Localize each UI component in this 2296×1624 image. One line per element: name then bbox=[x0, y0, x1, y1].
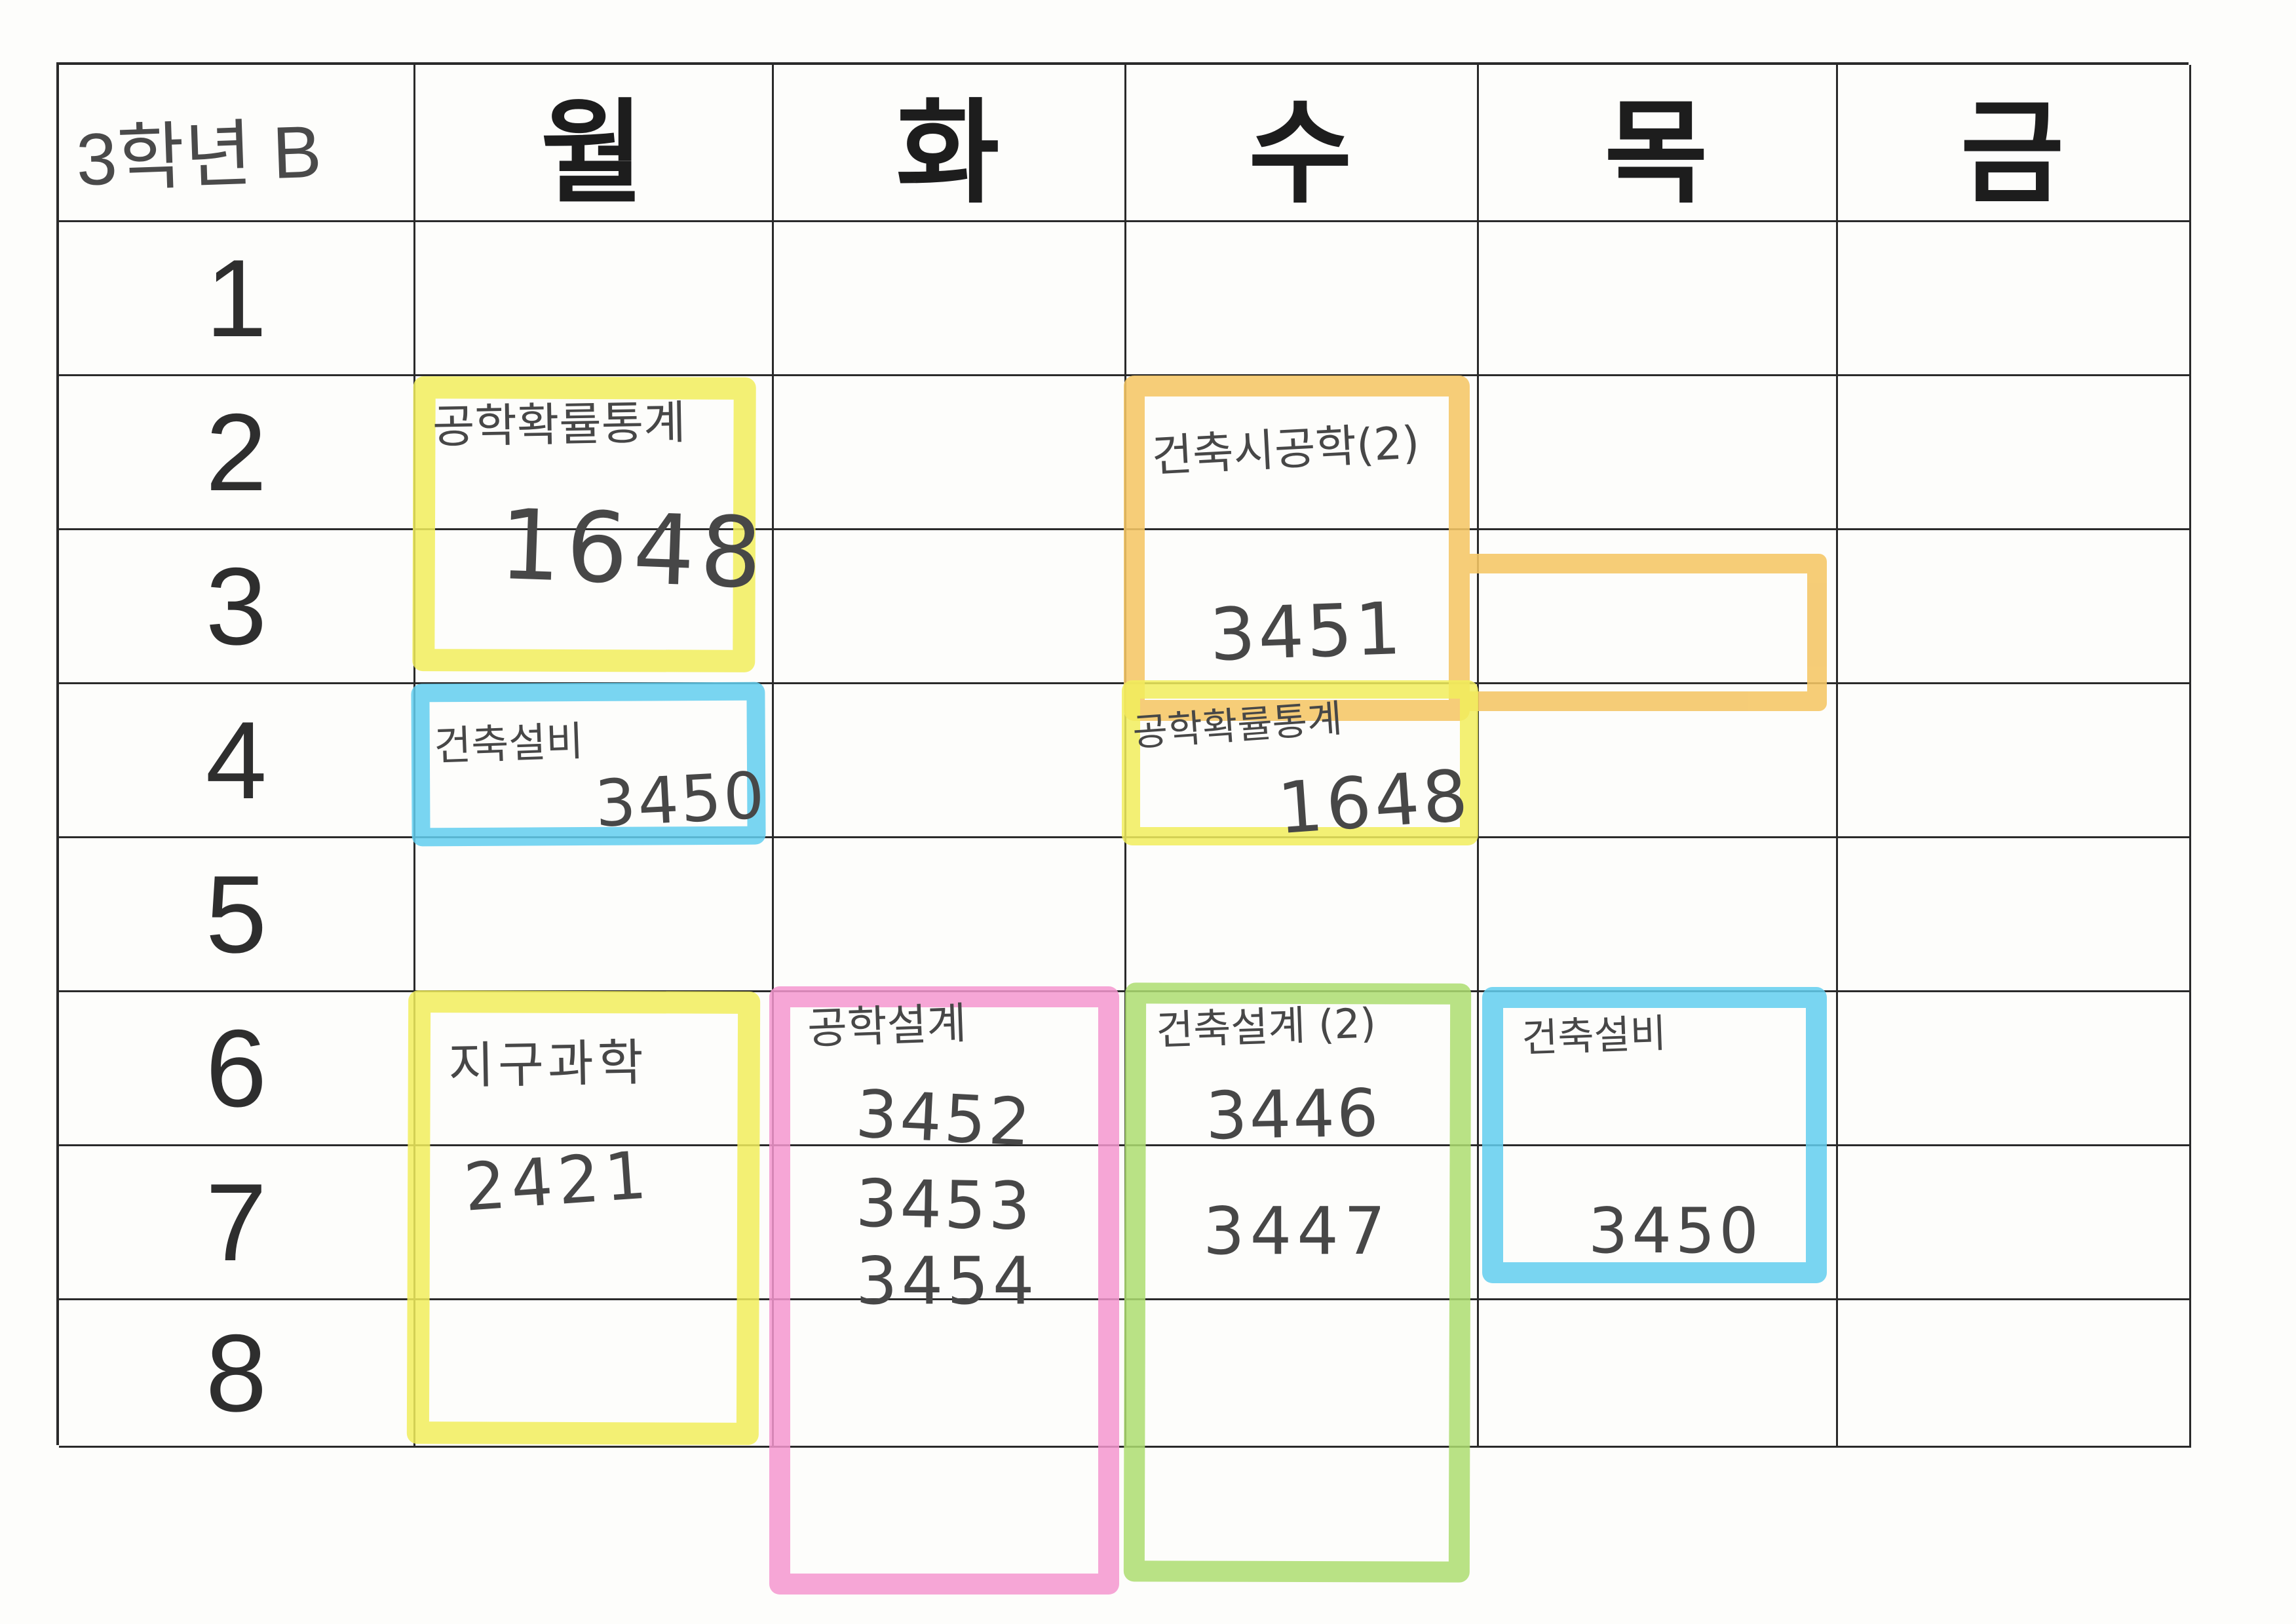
cell-tue-6 bbox=[774, 992, 1126, 1146]
period-label-3: 3 bbox=[59, 530, 415, 684]
room-number: 3450 bbox=[1588, 1195, 1763, 1267]
highlight-box-wed-p6-8 bbox=[1123, 982, 1472, 1583]
empty-cell bbox=[1838, 838, 2191, 992]
cell-wed-8 bbox=[1126, 1300, 1479, 1448]
cell-tue-8 bbox=[774, 1300, 1126, 1448]
empty-cell bbox=[1838, 1300, 2191, 1448]
highlight-box-wed-p2-3 bbox=[1124, 376, 1470, 721]
room-number: 3452 bbox=[854, 1075, 1035, 1161]
empty-cell bbox=[1479, 684, 1838, 838]
cell-thu-7 bbox=[1479, 1146, 1838, 1300]
period-label-2: 2 bbox=[59, 376, 415, 530]
cell-thu-6 bbox=[1479, 992, 1838, 1146]
empty-cell bbox=[774, 376, 1126, 530]
empty-cell bbox=[415, 222, 774, 376]
empty-cell bbox=[774, 684, 1126, 838]
cell-wed-6 bbox=[1126, 992, 1479, 1146]
highlight-box-thu-p6-7 bbox=[1482, 987, 1827, 1283]
highlight-box-wed-p3-arm-thu bbox=[1470, 554, 1827, 711]
period-label-6: 6 bbox=[59, 992, 415, 1146]
room-number: 3451 bbox=[1208, 586, 1406, 678]
empty-cell bbox=[1838, 1146, 2191, 1300]
subject-label: 건축설비 bbox=[432, 717, 584, 770]
subject-label: 공학확률통계 bbox=[432, 395, 687, 454]
period-label-8: 8 bbox=[59, 1300, 415, 1448]
period-label-7: 7 bbox=[59, 1146, 415, 1300]
empty-cell bbox=[1838, 376, 2191, 530]
empty-cell bbox=[1838, 222, 2191, 376]
cell-thu-3 bbox=[1479, 530, 1838, 684]
empty-cell bbox=[774, 838, 1126, 992]
empty-cell bbox=[774, 530, 1126, 684]
highlight-box-tue-p6-8 bbox=[769, 986, 1119, 1595]
cell-mon-4 bbox=[415, 684, 774, 838]
day-header-mon: 월 bbox=[415, 65, 774, 222]
room-number: 3450 bbox=[593, 758, 769, 842]
empty-cell bbox=[774, 222, 1126, 376]
highlight-box-wed-p4 bbox=[1122, 680, 1478, 845]
period-label-5: 5 bbox=[59, 838, 415, 992]
day-header-wed: 수 bbox=[1126, 65, 1479, 222]
empty-cell bbox=[1126, 222, 1479, 376]
empty-cell bbox=[1479, 838, 1838, 992]
empty-cell bbox=[1479, 222, 1838, 376]
cell-wed-7 bbox=[1126, 1146, 1479, 1300]
day-header-fri: 금 bbox=[1838, 65, 2191, 222]
period-label-1: 1 bbox=[59, 222, 415, 376]
room-number: 3446 bbox=[1204, 1074, 1381, 1155]
subject-label: 공학설계 bbox=[806, 997, 968, 1054]
cell-mon-2 bbox=[415, 376, 774, 530]
empty-cell bbox=[1479, 376, 1838, 530]
room-number: 1648 bbox=[1274, 754, 1474, 851]
empty-cell bbox=[1838, 684, 2191, 838]
class-label: 3학년 B bbox=[75, 110, 323, 201]
room-number: 1648 bbox=[497, 488, 769, 611]
empty-cell bbox=[1838, 992, 2191, 1146]
cell-wed-2 bbox=[1126, 376, 1479, 530]
room-number: 3453 bbox=[854, 1165, 1034, 1245]
empty-cell bbox=[415, 838, 774, 992]
empty-cell bbox=[1126, 838, 1479, 992]
subject-label: 지구과학 bbox=[448, 1033, 648, 1095]
day-header-thu: 목 bbox=[1479, 65, 1838, 222]
subject-label: 건축설계 (2) bbox=[1155, 999, 1377, 1054]
empty-cell bbox=[1479, 1300, 1838, 1448]
corner-cell: 3학년 B bbox=[59, 65, 415, 222]
cell-mon-3 bbox=[415, 530, 774, 684]
cell-tue-7 bbox=[774, 1146, 1126, 1300]
room-number: 2421 bbox=[461, 1136, 655, 1226]
period-label-4: 4 bbox=[59, 684, 415, 838]
day-header-tue: 화 bbox=[774, 65, 1126, 222]
room-number: 3447 bbox=[1203, 1193, 1391, 1269]
subject-label: 건축설비 bbox=[1521, 1011, 1668, 1062]
empty-cell bbox=[1838, 530, 2191, 684]
room-number: 3454 bbox=[856, 1243, 1039, 1319]
timetable-grid: 3학년 B 월 화 수 목 금 1 2 3 4 5 bbox=[56, 62, 2191, 1448]
